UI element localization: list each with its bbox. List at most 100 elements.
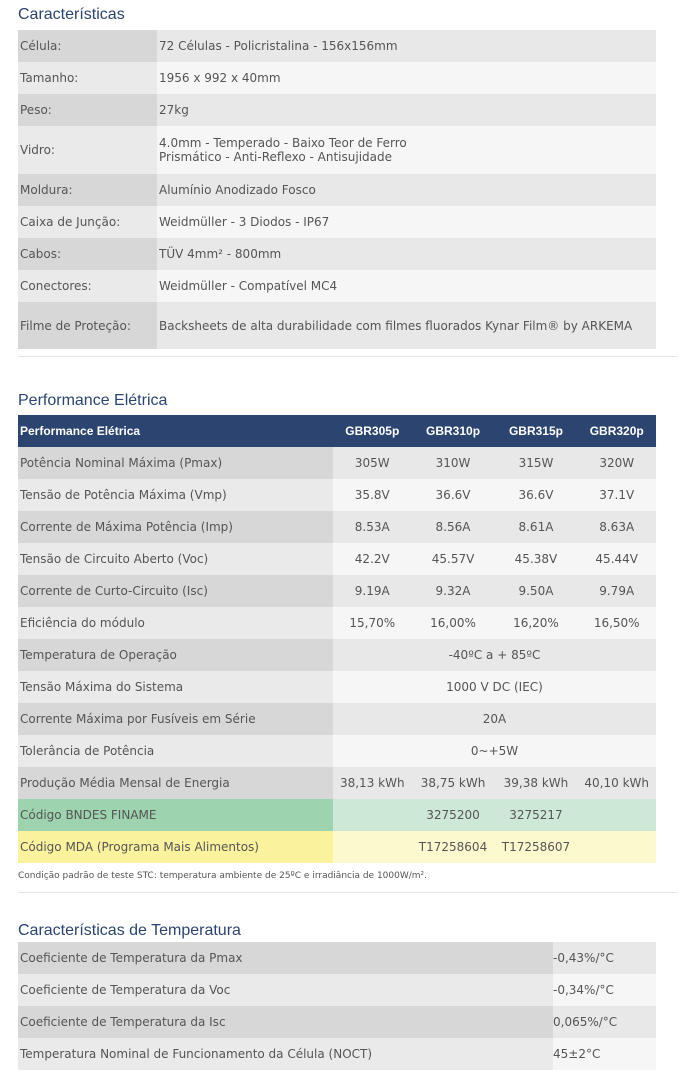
row-label: Moldura:	[18, 174, 157, 206]
section-title-caracteristicas: Características	[18, 6, 125, 23]
row-value: 35.8V	[333, 479, 412, 511]
row-value: Weidmüller - 3 Diodos - IP67	[157, 206, 656, 238]
row-value: 42.2V	[333, 543, 412, 575]
row-value: 9.32A	[411, 575, 495, 607]
row-value: 0~+5W	[333, 735, 656, 767]
table-header: Performance Elétrica GBR305p GBR310p GBR…	[18, 415, 656, 447]
row-value: 1000 V DC (IEC)	[333, 671, 656, 703]
stc-note: Condição padrão de teste STC: temperatur…	[18, 871, 428, 881]
divider	[18, 356, 678, 357]
row-value: 39,38 kWh	[494, 767, 578, 799]
table-row: Coeficiente de Temperatura da Voc -0,34%/…	[18, 974, 656, 1006]
table-row: Temperatura Nominal de Funcionamento da …	[18, 1038, 656, 1070]
caracteristicas-table: Célula: 72 Células - Policristalina - 156…	[18, 30, 656, 349]
header-cell: GBR320p	[577, 415, 656, 447]
row-value: 45.38V	[494, 543, 578, 575]
table-row: Código MDA (Programa Mais Alimentos) T172…	[18, 831, 656, 863]
table-row: Corrente Máxima por Fusíveis em Série 20A	[18, 703, 656, 735]
row-label: Tensão de Circuito Aberto (Voc)	[18, 543, 333, 575]
row-value: -0,34%/°C	[553, 974, 656, 1006]
table-row: Cabos: TÜV 4mm² - 800mm	[18, 238, 656, 270]
row-value: 9.19A	[333, 575, 412, 607]
row-value: 3275217	[494, 799, 578, 831]
table-row: Coeficiente de Temperatura da Isc 0,065%/…	[18, 1006, 656, 1038]
row-value: 45.57V	[411, 543, 495, 575]
row-value	[577, 831, 656, 863]
row-label: Célula:	[18, 30, 157, 62]
row-value: 310W	[411, 447, 495, 479]
row-value: 15,70%	[333, 607, 412, 639]
row-value: T17258607	[494, 831, 578, 863]
row-value: 36.6V	[494, 479, 578, 511]
row-label: Caixa de Junção:	[18, 206, 157, 238]
row-value: 9.50A	[494, 575, 578, 607]
divider	[18, 892, 678, 893]
row-label: Filme de Proteção:	[18, 302, 157, 349]
row-value: 8.61A	[494, 511, 578, 543]
row-value: 315W	[494, 447, 578, 479]
performance-table: Performance Elétrica GBR305p GBR310p GBR…	[18, 415, 656, 863]
row-value	[333, 831, 412, 863]
row-label: Código BNDES FINAME	[18, 799, 333, 831]
table-row: Tamanho: 1956 x 992 x 40mm	[18, 62, 656, 94]
row-value: 16,50%	[577, 607, 656, 639]
row-label: Conectores:	[18, 270, 157, 302]
row-label: Temperatura Nominal de Funcionamento da …	[18, 1038, 553, 1070]
row-value: 1956 x 992 x 40mm	[157, 62, 656, 94]
row-value	[333, 799, 412, 831]
row-label: Coeficiente de Temperatura da Voc	[18, 974, 553, 1006]
header-cell: GBR315p	[494, 415, 578, 447]
row-label: Coeficiente de Temperatura da Isc	[18, 1006, 553, 1038]
row-value: 40,10 kWh	[577, 767, 656, 799]
row-value: 305W	[333, 447, 412, 479]
header-cell: GBR305p	[333, 415, 412, 447]
row-label: Vidro:	[18, 126, 157, 174]
table-row: Peso: 27kg	[18, 94, 656, 126]
section-title-temperatura: Características de Temperatura	[18, 922, 241, 939]
row-value: 8.56A	[411, 511, 495, 543]
row-label: Código MDA (Programa Mais Alimentos)	[18, 831, 333, 863]
row-value: 37.1V	[577, 479, 656, 511]
table-row: Coeficiente de Temperatura da Pmax -0,43%…	[18, 942, 656, 974]
section-title-performance: Performance Elétrica	[18, 392, 168, 409]
row-value: -0,43%/°C	[553, 942, 656, 974]
header-cell: Performance Elétrica	[18, 415, 333, 447]
table-row: Tolerância de Potência 0~+5W	[18, 735, 656, 767]
row-value: -40ºC a + 85ºC	[333, 639, 656, 671]
row-label: Corrente de Curto-Circuito (Isc)	[18, 575, 333, 607]
table-row: Eficiência do módulo 15,70% 16,00% 16,20% 16…	[18, 607, 656, 639]
row-label: Eficiência do módulo	[18, 607, 333, 639]
row-label: Potência Nominal Máxima (Pmax)	[18, 447, 333, 479]
table-row: Vidro: 4.0mm - Temperado - Baixo Teor de …	[18, 126, 656, 174]
row-value: Backsheets de alta durabilidade com film…	[157, 302, 656, 349]
row-label: Coeficiente de Temperatura da Pmax	[18, 942, 553, 974]
row-value: 20A	[333, 703, 656, 735]
value-line: Prismático - Anti-Reflexo - Antisujidade	[159, 150, 393, 164]
row-label: Tensão Máxima do Sistema	[18, 671, 333, 703]
temperatura-table: Coeficiente de Temperatura da Pmax -0,43%…	[18, 942, 656, 1070]
table-row: Produção Média Mensal de Energia 38,13 kW…	[18, 767, 656, 799]
table-row: Tensão Máxima do Sistema 1000 V DC (IEC)	[18, 671, 656, 703]
row-value: 3275200	[411, 799, 495, 831]
header-cell: GBR310p	[411, 415, 495, 447]
table-row: Célula: 72 Células - Policristalina - 156…	[18, 30, 656, 62]
row-value: 72 Células - Policristalina - 156x156mm	[157, 30, 656, 62]
row-value: 8.63A	[577, 511, 656, 543]
table-row: Potência Nominal Máxima (Pmax) 305W 310W 31…	[18, 447, 656, 479]
table-row: Temperatura de Operação -40ºC a + 85ºC	[18, 639, 656, 671]
row-label: Tamanho:	[18, 62, 157, 94]
row-value: 320W	[577, 447, 656, 479]
table-row: Tensão de Potência Máxima (Vmp) 35.8V 36.6…	[18, 479, 656, 511]
row-value: 27kg	[157, 94, 656, 126]
row-value: 16,20%	[494, 607, 578, 639]
row-label: Temperatura de Operação	[18, 639, 333, 671]
row-label: Produção Média Mensal de Energia	[18, 767, 333, 799]
row-value: 38,75 kWh	[411, 767, 495, 799]
row-value: 36.6V	[411, 479, 495, 511]
table-row: Código BNDES FINAME 3275200 3275217	[18, 799, 656, 831]
row-label: Cabos:	[18, 238, 157, 270]
row-value: 0,065%/°C	[553, 1006, 656, 1038]
row-value: T17258604	[411, 831, 495, 863]
row-value	[577, 799, 656, 831]
value-line: 4.0mm - Temperado - Baixo Teor de Ferro	[159, 136, 407, 150]
